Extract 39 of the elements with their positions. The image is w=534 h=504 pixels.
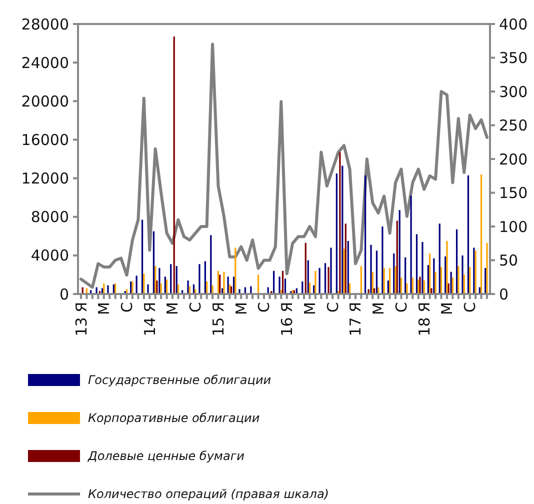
y2-tick-label: 250 [499, 116, 528, 134]
x-tick-label: 18 Я [415, 302, 434, 336]
x-tick-label: М [95, 302, 114, 315]
x-tick-label: С [461, 302, 480, 312]
x-tick-label: М [232, 302, 250, 315]
y2-tick-label: 50 [499, 252, 518, 270]
y-tick-label: 20000 [21, 92, 69, 110]
x-tick-label: С [392, 302, 410, 312]
x-tick-label: С [255, 302, 274, 312]
legend-label: Корпоративные облигации [88, 411, 260, 426]
x-tick-label: М [370, 302, 388, 315]
y2-tick-label: 100 [499, 218, 528, 236]
x-tick-label: М [300, 302, 319, 315]
y-tick-label: 4000 [30, 246, 69, 265]
x-tick-label: 13 Я [72, 302, 90, 336]
legend-label: Количество операций (правая шкала) [88, 487, 329, 502]
y-tick-label: 24000 [21, 54, 69, 72]
y2-tick-label: 300 [499, 82, 528, 101]
x-tick-label: 15 Я [209, 302, 228, 336]
legend-label: Государственные облигации [88, 373, 272, 388]
y2-tick-label: 150 [499, 184, 528, 202]
y-tick-label: 12000 [21, 170, 69, 188]
x-tick-label: С [186, 302, 205, 312]
y2-tick-label: 400 [499, 15, 528, 34]
y2-tick-label: 200 [499, 150, 528, 168]
x-tick-label: М [164, 302, 182, 315]
x-tick-label: 16 Я [278, 302, 296, 336]
x-tick-label: С [118, 302, 136, 312]
y2-tick-label: 350 [499, 49, 528, 67]
y-tick-label: 16000 [21, 130, 69, 149]
x-tick-label: 14 Я [140, 302, 159, 336]
x-tick-label: М [438, 302, 456, 315]
y-tick-label: 8000 [30, 208, 69, 226]
y2-tick-label: 0 [499, 285, 509, 304]
y-tick-label: 28000 [21, 15, 69, 34]
x-tick-label: 17 Я [346, 302, 365, 336]
y-tick-label: 0 [59, 285, 69, 304]
legend-label: Долевые ценные бумаги [87, 449, 245, 464]
x-tick-label: С [324, 302, 342, 312]
